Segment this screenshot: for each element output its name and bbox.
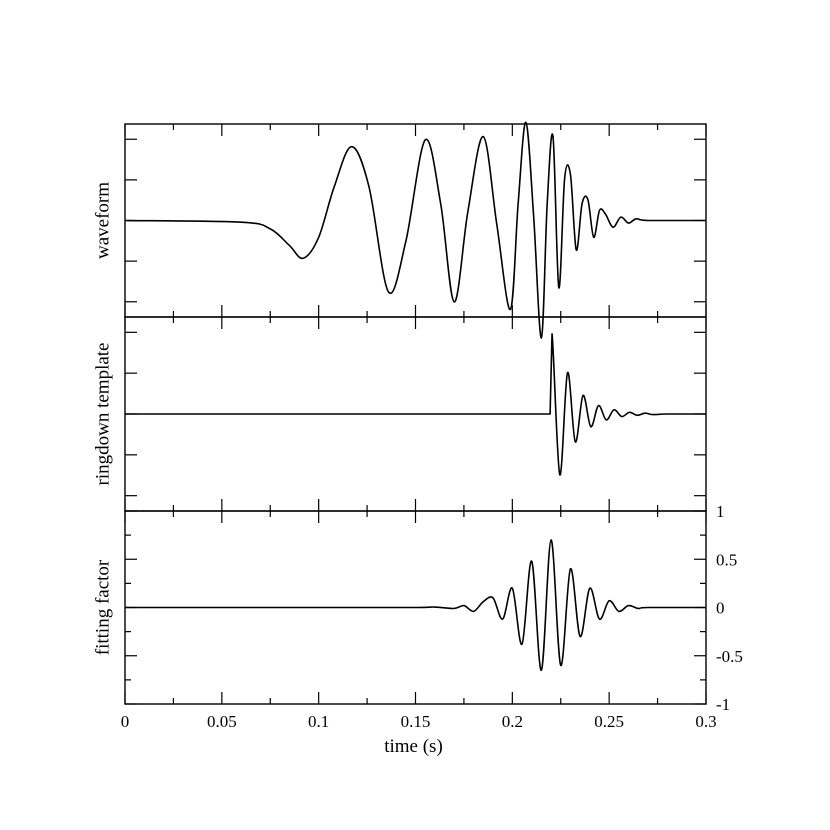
x-tick-label: 0.1 — [308, 712, 329, 731]
x-tick-label: 0.3 — [695, 712, 716, 731]
x-tick-label: 0.05 — [207, 712, 237, 731]
y-axis-label: ringdown template — [92, 343, 113, 486]
y-tick-label: -0.5 — [716, 647, 743, 666]
x-axis-label: time (s) — [384, 736, 443, 757]
x-ticks — [124, 124, 707, 317]
panel-fitting-factor: fitting factor -1 -0.5 0 0.5 1 — [92, 502, 743, 714]
x-tick-label: 0.2 — [502, 712, 523, 731]
x-tick-label: 0 — [121, 712, 130, 731]
ringdown-template-line — [125, 333, 706, 476]
panel-ringdown-template: ringdown template — [92, 316, 707, 512]
y-tick-label: 0 — [716, 599, 725, 618]
y-tick-label: 0.5 — [716, 550, 737, 569]
x-ticks — [124, 317, 707, 511]
y-axis-label: fitting factor — [92, 559, 113, 655]
y-tick-label: 1 — [716, 502, 725, 521]
x-tick-label: 0.15 — [401, 712, 431, 731]
waveform-line — [124, 121, 706, 339]
y-tick-label: -1 — [716, 695, 730, 714]
x-tick-label: 0.25 — [594, 712, 624, 731]
y-tick-labels: -1 -0.5 0 0.5 1 — [716, 502, 743, 714]
x-tick-labels: 0 0.05 0.1 0.15 0.2 0.25 0.3 — [121, 712, 717, 731]
y-axis-label: waveform — [92, 182, 113, 259]
panel-waveform: waveform — [92, 121, 707, 339]
fitting-factor-line — [125, 539, 706, 672]
x-ticks — [124, 511, 707, 704]
